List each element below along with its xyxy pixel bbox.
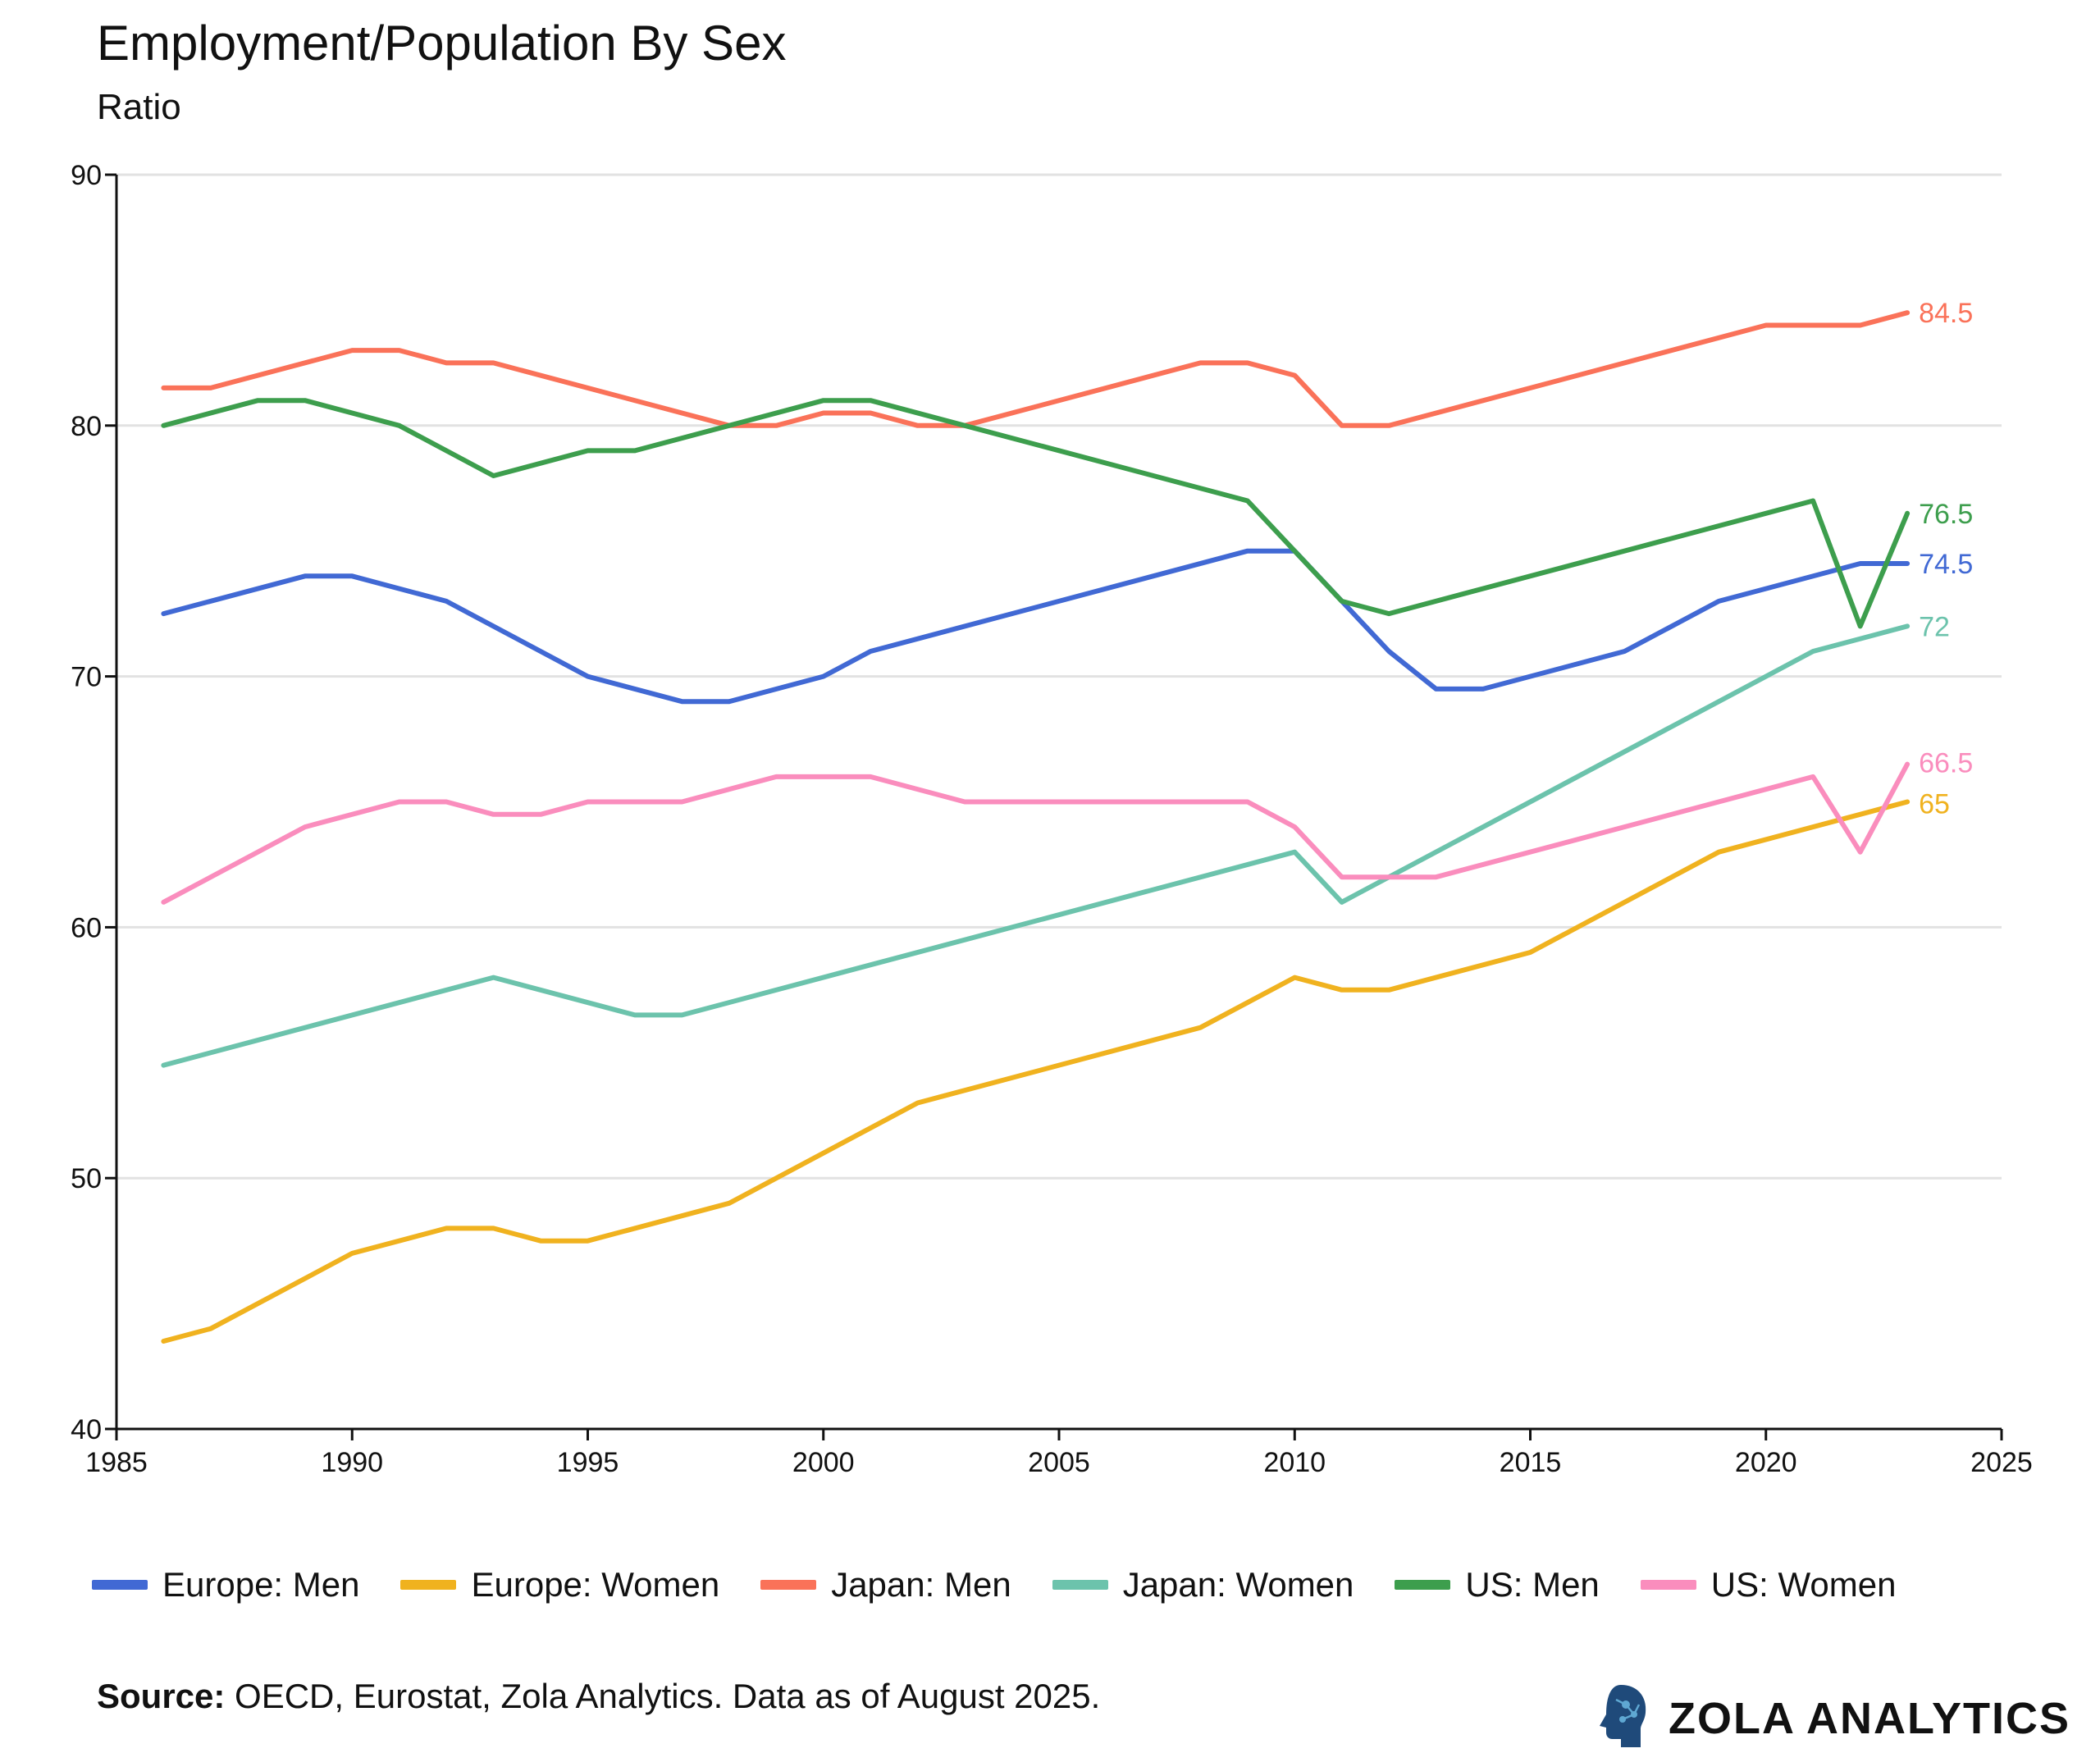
legend-swatch <box>1395 1580 1451 1590</box>
brand: ZOLA ANALYTICS <box>1591 1682 2070 1755</box>
source-note: Source: OECD, Eurostat, Zola Analytics. … <box>97 1677 1100 1716</box>
end-label-us-women: 66.5 <box>1919 748 1973 779</box>
x-tick-label: 2010 <box>1263 1447 1326 1478</box>
chart-subtitle: Ratio <box>97 87 181 127</box>
gridlines <box>116 173 2002 1180</box>
y-tick-label: 80 <box>71 411 102 442</box>
legend-label: Europe: Men <box>162 1565 360 1604</box>
y-tick-label: 60 <box>71 912 102 943</box>
legend-item-europe-men: Europe: Men <box>92 1565 359 1605</box>
x-tick-label: 1985 <box>85 1447 148 1478</box>
end-label-europe-men: 74.5 <box>1919 549 1973 580</box>
x-tick-label: 2015 <box>1500 1447 1562 1478</box>
series-line-europe-women <box>161 799 1911 1344</box>
legend-label: US: Women <box>1710 1565 1897 1604</box>
y-tick-label: 70 <box>71 662 102 693</box>
brand-name: ZOLA ANALYTICS <box>1669 1694 2071 1743</box>
axes: 40 50 60 70 80 90 1985 1990 1995 2000 2005 2010 2015… <box>71 160 2033 1478</box>
legend-item-europe-women: Europe: Women <box>400 1565 719 1605</box>
source-label: Source: <box>97 1677 226 1715</box>
series-line-japan-women <box>161 623 1911 1068</box>
series-line-us-women <box>161 761 1911 905</box>
legend-swatch <box>760 1580 817 1590</box>
source-text: OECD, Eurostat, Zola Analytics. Data as … <box>225 1677 1101 1715</box>
series-line-us-men <box>161 398 1911 629</box>
line-chart: 40 50 60 70 80 90 1985 1990 1995 2000 2005 2010 2015… <box>71 160 2033 1478</box>
series-line-europe-men <box>161 548 1911 705</box>
x-tick-label: 2025 <box>1970 1447 2033 1478</box>
legend: Europe: Men Europe: Women Japan: Men Japan:… <box>92 1565 1937 1605</box>
legend-label: US: Men <box>1465 1565 1600 1604</box>
series-lines <box>161 310 1911 1344</box>
y-tick-label: 90 <box>71 160 102 191</box>
y-tick-label: 40 <box>71 1414 102 1445</box>
chart-title: Employment/Population By Sex <box>97 16 787 71</box>
legend-item-japan-women: Japan: Women <box>1052 1565 1354 1605</box>
legend-swatch <box>1640 1580 1696 1590</box>
x-tick-label: 2000 <box>792 1447 855 1478</box>
legend-swatch <box>92 1580 148 1590</box>
legend-label: Japan: Women <box>1122 1565 1354 1604</box>
series-line-japan-men <box>161 310 1911 428</box>
legend-item-us-women: US: Women <box>1640 1565 1897 1605</box>
end-label-japan-women: 72 <box>1919 611 1950 642</box>
y-tick-label: 50 <box>71 1163 102 1194</box>
x-tick-label: 1995 <box>557 1447 619 1478</box>
legend-item-japan-men: Japan: Men <box>760 1565 1011 1605</box>
legend-swatch <box>400 1580 457 1590</box>
end-labels: 74.5 65 84.5 72 76.5 66.5 <box>1919 298 1973 819</box>
end-label-europe-women: 65 <box>1919 789 1950 820</box>
x-tick-label: 1990 <box>321 1447 383 1478</box>
legend-label: Europe: Women <box>471 1565 720 1604</box>
x-tick-label: 2005 <box>1028 1447 1090 1478</box>
brain-head-logo-icon <box>1600 1685 1646 1747</box>
x-tick-label: 2020 <box>1735 1447 1797 1478</box>
end-label-japan-men: 84.5 <box>1919 298 1973 329</box>
legend-item-us-men: US: Men <box>1395 1565 1600 1605</box>
legend-swatch <box>1052 1580 1108 1590</box>
end-label-us-men: 76.5 <box>1919 499 1973 530</box>
legend-label: Japan: Men <box>831 1565 1011 1604</box>
